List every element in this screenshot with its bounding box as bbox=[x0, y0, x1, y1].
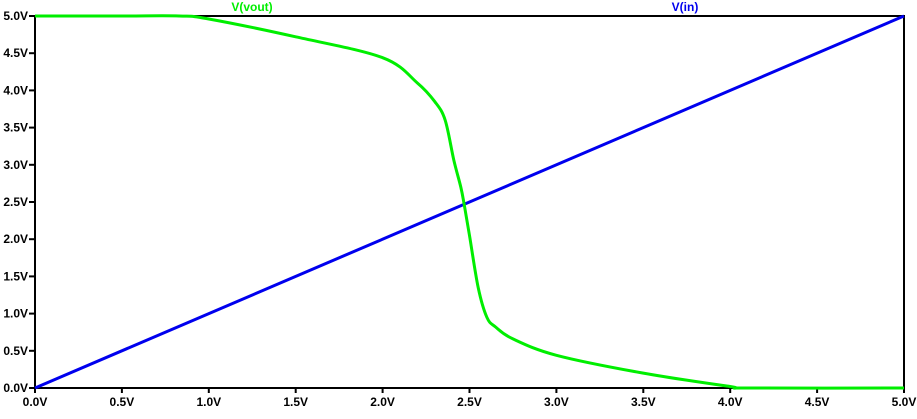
x-tick-label: 2.5V bbox=[457, 395, 482, 409]
y-tick-label: 2.0V bbox=[3, 232, 28, 246]
x-tick-label: 0.5V bbox=[110, 395, 135, 409]
y-tick-label: 3.0V bbox=[3, 158, 28, 172]
x-tick-label: 2.0V bbox=[370, 395, 395, 409]
x-tick-label: 5.0V bbox=[892, 395, 917, 409]
legend-vin[interactable]: V(in) bbox=[672, 0, 699, 14]
x-tick-label: 0.0V bbox=[23, 395, 48, 409]
x-tick-label: 4.5V bbox=[805, 395, 830, 409]
axes: 0.0V 0.5V 1.0V 1.5V 2.0V 2.5V 3.0V 3.5V 4.0V 4.5V… bbox=[3, 9, 916, 409]
series-group bbox=[34, 14, 905, 390]
legend-vout[interactable]: V(vout) bbox=[231, 0, 272, 14]
y-tick-label: 5.0V bbox=[3, 9, 28, 23]
y-tick-label: 0.5V bbox=[3, 344, 28, 358]
x-tick-label: 1.0V bbox=[196, 395, 221, 409]
legend: V(vout) V(in) bbox=[231, 0, 698, 14]
y-tick-label: 0.0V bbox=[3, 381, 28, 395]
y-tick-label: 1.0V bbox=[3, 307, 28, 321]
y-tick-label: 1.5V bbox=[3, 269, 28, 283]
y-tick-label: 4.0V bbox=[3, 83, 28, 97]
y-tick-label: 3.5V bbox=[3, 121, 28, 135]
x-tick-label: 4.0V bbox=[718, 395, 743, 409]
x-tick-label: 3.5V bbox=[631, 395, 656, 409]
series-line-vout bbox=[34, 14, 905, 390]
series-line-vin bbox=[34, 14, 905, 390]
y-tick-label: 4.5V bbox=[3, 46, 28, 60]
x-tick-label: 3.0V bbox=[544, 395, 569, 409]
x-tick-label: 1.5V bbox=[283, 395, 308, 409]
y-tick-label: 2.5V bbox=[3, 195, 28, 209]
